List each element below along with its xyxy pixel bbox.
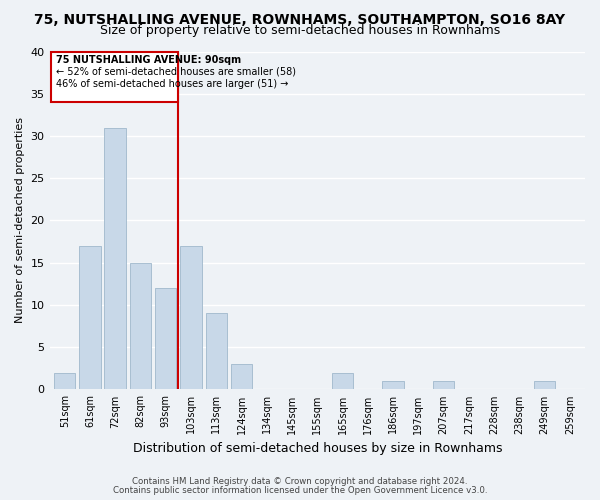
Text: ← 52% of semi-detached houses are smaller (58): ← 52% of semi-detached houses are smalle…: [56, 66, 296, 76]
Bar: [382, 381, 404, 390]
Text: 75, NUTSHALLING AVENUE, ROWNHAMS, SOUTHAMPTON, SO16 8AY: 75, NUTSHALLING AVENUE, ROWNHAMS, SOUTHA…: [34, 12, 566, 26]
Text: 46% of semi-detached houses are larger (51) →: 46% of semi-detached houses are larger (…: [56, 78, 288, 88]
Bar: [180, 246, 202, 390]
Bar: [231, 364, 252, 390]
Bar: [433, 381, 454, 390]
Bar: [534, 381, 556, 390]
Text: 75 NUTSHALLING AVENUE: 90sqm: 75 NUTSHALLING AVENUE: 90sqm: [56, 55, 241, 65]
X-axis label: Distribution of semi-detached houses by size in Rownhams: Distribution of semi-detached houses by …: [133, 442, 502, 455]
Y-axis label: Number of semi-detached properties: Number of semi-detached properties: [15, 118, 25, 324]
Bar: [332, 372, 353, 390]
Text: Size of property relative to semi-detached houses in Rownhams: Size of property relative to semi-detach…: [100, 24, 500, 37]
Text: Contains HM Land Registry data © Crown copyright and database right 2024.: Contains HM Land Registry data © Crown c…: [132, 477, 468, 486]
Bar: [155, 288, 176, 390]
Bar: [130, 262, 151, 390]
Text: Contains public sector information licensed under the Open Government Licence v3: Contains public sector information licen…: [113, 486, 487, 495]
Bar: [104, 128, 126, 390]
Bar: [206, 314, 227, 390]
Bar: [54, 372, 76, 390]
FancyBboxPatch shape: [51, 52, 178, 102]
Bar: [79, 246, 101, 390]
